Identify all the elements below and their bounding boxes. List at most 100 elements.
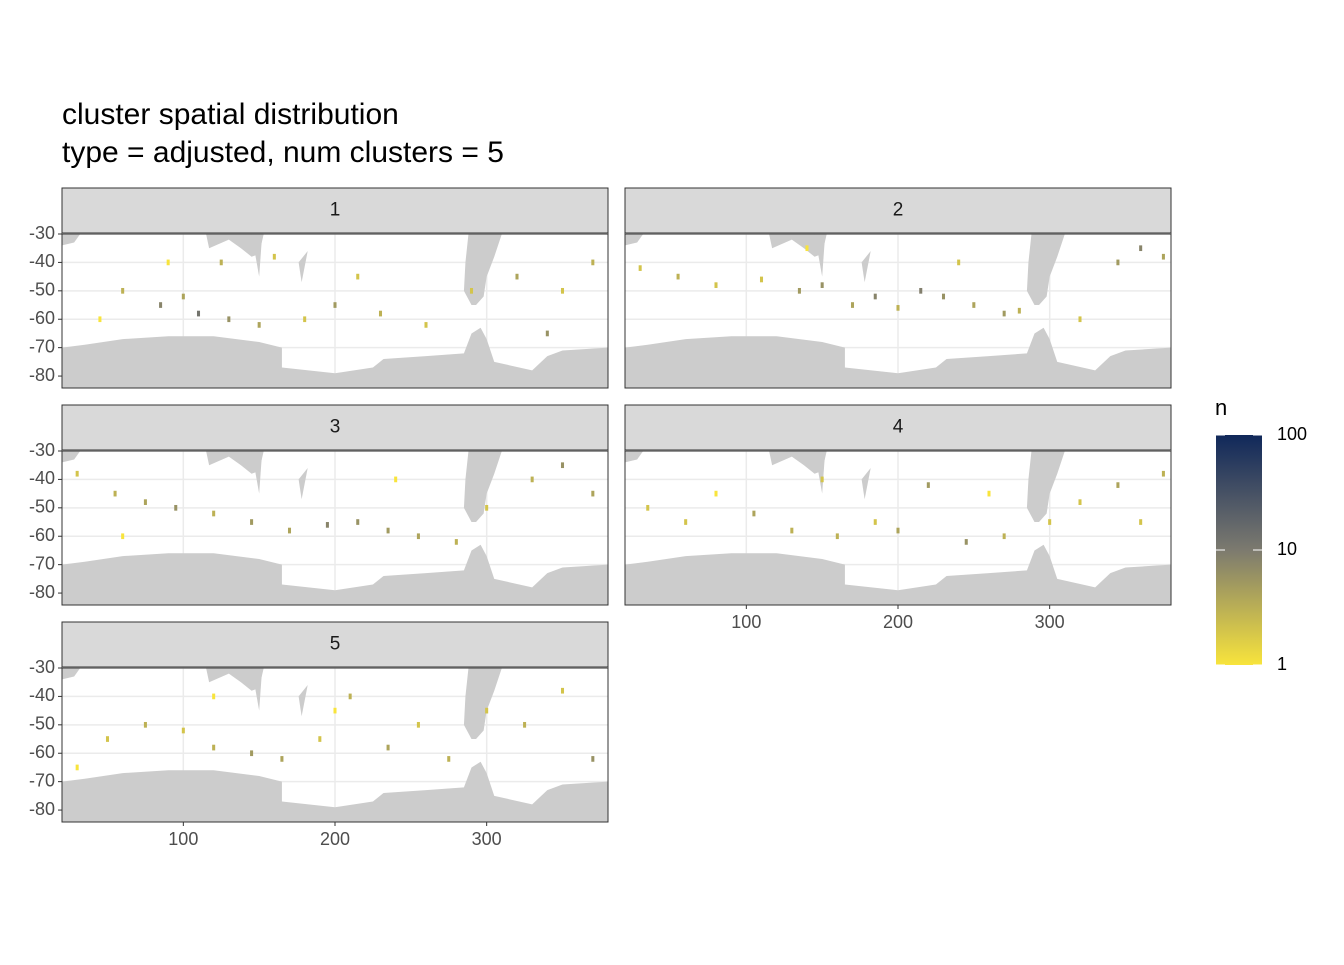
tile xyxy=(212,693,216,700)
tile xyxy=(759,276,764,283)
tile xyxy=(523,721,527,728)
y-tick-label: -50 xyxy=(29,714,55,734)
y-tick-label: -80 xyxy=(29,582,55,602)
tile xyxy=(530,476,534,483)
tile xyxy=(143,499,147,505)
tile xyxy=(957,259,961,266)
y-tick-label: -30 xyxy=(29,657,55,677)
land xyxy=(62,544,608,605)
tile xyxy=(1116,482,1120,488)
tile xyxy=(416,533,420,540)
legend-title: n xyxy=(1215,395,1227,420)
tile xyxy=(638,265,642,271)
y-tick-label: -30 xyxy=(29,223,55,243)
panel-border xyxy=(624,233,1172,389)
y-tick-label: -80 xyxy=(29,365,55,385)
tile xyxy=(250,750,254,757)
land xyxy=(1026,451,1065,523)
tile xyxy=(356,273,360,280)
tile xyxy=(1017,307,1021,314)
y-tick-label: -50 xyxy=(29,280,55,300)
tile xyxy=(646,504,650,511)
tile xyxy=(121,533,125,540)
strip xyxy=(61,404,609,451)
tile xyxy=(1002,533,1006,540)
tile xyxy=(714,490,718,497)
tile xyxy=(303,316,307,323)
land xyxy=(463,451,502,523)
y-tick-label: -70 xyxy=(29,336,55,356)
tile xyxy=(333,707,337,714)
tile xyxy=(75,470,79,477)
tile xyxy=(1002,310,1006,317)
chart-subtitle: type = adjusted, num clusters = 5 xyxy=(62,136,504,169)
tile xyxy=(325,522,329,528)
tile xyxy=(280,756,284,762)
strip-label: 5 xyxy=(330,634,341,655)
tile xyxy=(378,310,383,317)
tile xyxy=(272,253,276,260)
land xyxy=(298,685,308,717)
tile xyxy=(591,756,595,762)
tile xyxy=(873,519,877,525)
tile xyxy=(1078,499,1082,505)
tile xyxy=(219,259,223,266)
tile xyxy=(348,693,352,700)
tile xyxy=(873,293,877,300)
x-tick-label: 300 xyxy=(472,829,502,849)
tile xyxy=(545,330,549,337)
land xyxy=(625,544,1171,605)
y-tick-label: -80 xyxy=(29,799,55,819)
tile xyxy=(424,322,428,328)
land xyxy=(463,668,502,740)
tile xyxy=(820,282,824,288)
tile xyxy=(835,533,839,540)
strip-label: 1 xyxy=(330,200,341,221)
tile xyxy=(212,744,216,751)
x-tick-label: 100 xyxy=(731,612,761,632)
tile xyxy=(98,316,102,323)
tile xyxy=(714,282,718,288)
facet-panel: 5 -30 -40 -50 -60 -70 -80 100 200 300 xyxy=(29,621,609,849)
land xyxy=(62,327,608,388)
tile xyxy=(1048,519,1052,525)
land xyxy=(463,234,502,306)
tile xyxy=(805,245,809,252)
land xyxy=(251,451,263,494)
tile xyxy=(919,287,923,294)
chart-title: cluster spatial distribution xyxy=(62,98,399,131)
tile xyxy=(820,476,824,483)
tile xyxy=(972,302,976,308)
facet-panel: 4 100 200 300 xyxy=(624,404,1172,632)
colorbar-label: 1 xyxy=(1277,654,1287,674)
y-tick-label: -60 xyxy=(29,742,55,762)
tile xyxy=(159,302,163,308)
tile xyxy=(1116,259,1120,266)
x-tick-label: 200 xyxy=(320,829,350,849)
y-tick-label: -50 xyxy=(29,497,55,517)
strip xyxy=(61,187,609,234)
land xyxy=(206,668,264,691)
tile xyxy=(356,519,360,525)
tile xyxy=(250,519,254,525)
tile xyxy=(287,527,292,534)
strip xyxy=(624,187,1172,234)
facet-panel: 2 xyxy=(624,187,1172,389)
y-tick-label: -60 xyxy=(29,525,55,545)
strip xyxy=(624,404,1172,451)
tile xyxy=(105,736,110,742)
tile xyxy=(850,302,855,308)
land xyxy=(298,468,308,500)
land xyxy=(1026,234,1065,306)
y-tick-label: -40 xyxy=(29,468,55,488)
tile xyxy=(591,259,595,266)
tile xyxy=(797,287,801,294)
y-tick-label: -30 xyxy=(29,440,55,460)
facet-panel: 3 -30 -40 -50 -60 -70 -80 xyxy=(29,404,609,606)
tile xyxy=(318,736,322,742)
land xyxy=(769,451,827,474)
tile xyxy=(752,510,756,517)
tile xyxy=(941,293,946,300)
y-tick-label: -40 xyxy=(29,685,55,705)
